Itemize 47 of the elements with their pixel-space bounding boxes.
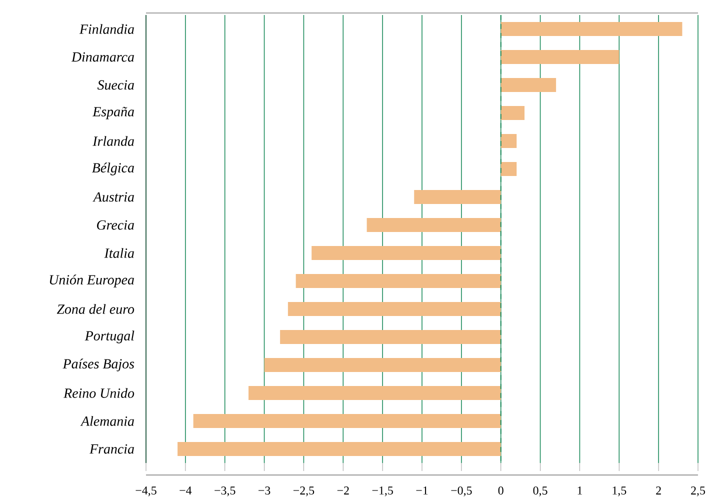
x-tick-label: 1,5 [612, 486, 626, 496]
bar [414, 190, 501, 204]
x-tick-label: 2 [656, 486, 661, 494]
x-tick-label: −3,5 [214, 486, 236, 496]
bar [500, 134, 517, 148]
y-tick-label: Francia [89, 444, 134, 454]
x-tick-label: 1 [578, 486, 582, 494]
x-tick-label: 0 [498, 486, 504, 495]
bar [264, 358, 501, 372]
y-tick-label: Países Bajos [62, 358, 134, 372]
y-tick-label: Italia [104, 248, 134, 258]
y-tick-label: Austria [92, 192, 134, 202]
y-tick-label: Irlanda [92, 136, 134, 146]
y-tick-label: Reino Unido [64, 388, 134, 398]
y-tick-label: Finlandia [79, 24, 134, 34]
y-tick-label: Suecia [97, 80, 134, 90]
y-tick-label: Unión Europea [50, 274, 134, 288]
x-tick-label: 2,5 [691, 486, 706, 496]
y-tick-label: Zona del euro [56, 304, 134, 314]
bar [500, 78, 556, 92]
bar [500, 22, 682, 36]
x-tick-label: −4 [180, 486, 192, 494]
bar [178, 442, 501, 456]
x-tick-label: −3 [258, 486, 270, 495]
bar [193, 414, 501, 428]
bar [248, 386, 501, 400]
bar [500, 162, 517, 176]
bar [366, 218, 501, 232]
x-tick-label: −1,5 [372, 486, 393, 496]
x-tick-label: 0,5 [533, 486, 548, 496]
y-tick-label: Grecia [97, 220, 134, 230]
x-tick-label: −4,5 [136, 486, 156, 496]
y-tick-label: Bélgica [92, 162, 134, 176]
bar [500, 50, 620, 64]
x-tick-label: −2,5 [293, 486, 314, 496]
x-tick-label: −1 [416, 486, 428, 494]
bar [288, 302, 501, 316]
y-tick-label: Alemania [80, 416, 134, 426]
y-tick-label: Portugal [84, 330, 134, 344]
bar [296, 274, 501, 288]
x-tick-label: −0,5 [451, 486, 472, 496]
y-tick-label: Dinamarca [71, 52, 134, 62]
bar [280, 330, 501, 344]
x-tick-label: −2 [337, 486, 349, 494]
bar [500, 106, 525, 120]
bar [312, 246, 501, 260]
y-tick-label: España [92, 106, 134, 120]
